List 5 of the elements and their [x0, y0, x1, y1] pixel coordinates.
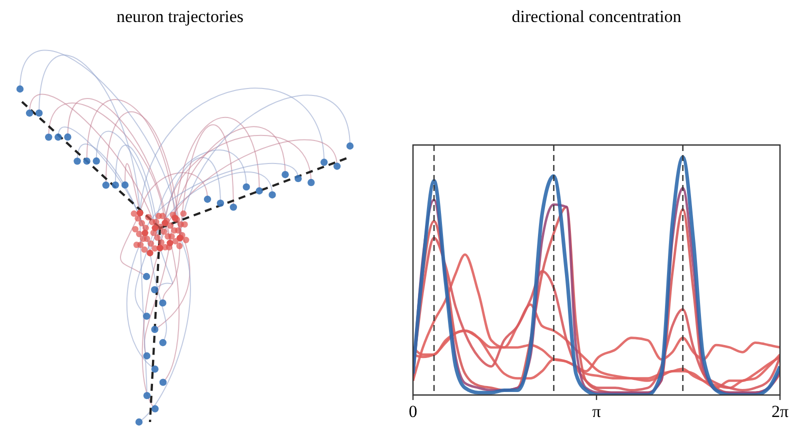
text: neuron trajectories: [116, 7, 244, 26]
x-tick-label: 0: [408, 402, 418, 421]
x-tick-label: π: [592, 402, 602, 421]
chart-title: directional concentration: [512, 7, 682, 26]
x-tick-label: 2π: [771, 402, 789, 421]
